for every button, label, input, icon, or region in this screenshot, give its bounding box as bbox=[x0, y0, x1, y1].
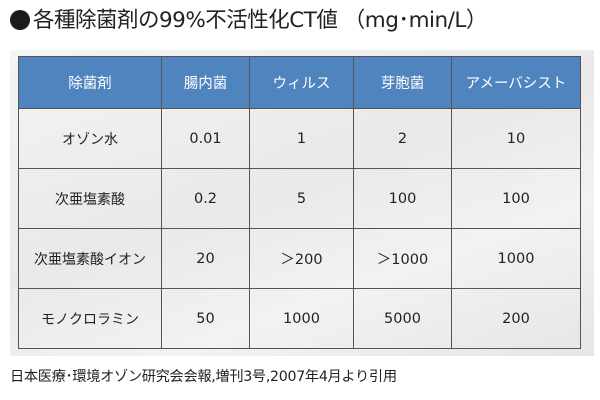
header-enteric-bacteria: 腸内菌 bbox=[161, 56, 250, 109]
table-row: 次亜塩素酸 0.2 5 100 100 bbox=[18, 168, 581, 229]
cell-value: 50 bbox=[161, 288, 250, 349]
cell-value: 1000 bbox=[249, 288, 354, 349]
cell-value: 200 bbox=[451, 288, 581, 349]
header-virus: ウィルス bbox=[249, 56, 354, 109]
cell-value: 100 bbox=[451, 168, 581, 229]
cell-value: 5 bbox=[249, 168, 354, 229]
cell-value: 1000 bbox=[451, 228, 581, 289]
header-spore-bacteria: 芽胞菌 bbox=[353, 56, 452, 109]
cell-value: ＞200 bbox=[249, 228, 354, 289]
cell-value: 10 bbox=[451, 108, 581, 169]
bullet-icon bbox=[10, 10, 30, 30]
cell-disinfectant: オゾン水 bbox=[18, 108, 162, 169]
cell-disinfectant: モノクロラミン bbox=[18, 288, 162, 349]
title-text: 各種除菌剤の99%不活性化CT値 （mg･min/L） bbox=[33, 8, 487, 33]
source-citation: 日本医療･環境オゾン研究会会報,増刊3号,2007年4月より引用 bbox=[10, 369, 397, 385]
cell-value: 5000 bbox=[353, 288, 452, 349]
cell-disinfectant: 次亜塩素酸イオン bbox=[18, 228, 162, 289]
ct-value-table: 除菌剤 腸内菌 ウィルス 芽胞菌 アメーバシスト オゾン水 0.01 1 2 1… bbox=[18, 56, 581, 349]
table-row: オゾン水 0.01 1 2 10 bbox=[18, 108, 581, 169]
cell-value: 100 bbox=[353, 168, 452, 229]
page-title: 各種除菌剤の99%不活性化CT値 （mg･min/L） bbox=[10, 4, 595, 38]
cell-value: 2 bbox=[353, 108, 452, 169]
cell-disinfectant: 次亜塩素酸 bbox=[18, 168, 162, 229]
table-header-row: 除菌剤 腸内菌 ウィルス 芽胞菌 アメーバシスト bbox=[18, 56, 581, 109]
table-row: 次亜塩素酸イオン 20 ＞200 ＞1000 1000 bbox=[18, 228, 581, 289]
cell-value: 0.01 bbox=[161, 108, 250, 169]
cell-value: 0.2 bbox=[161, 168, 250, 229]
header-disinfectant: 除菌剤 bbox=[18, 56, 162, 109]
cell-value: 20 bbox=[161, 228, 250, 289]
cell-value: 1 bbox=[249, 108, 354, 169]
table-row: モノクロラミン 50 1000 5000 200 bbox=[18, 288, 581, 349]
cell-value: ＞1000 bbox=[353, 228, 452, 289]
header-amoeba-cyst: アメーバシスト bbox=[451, 56, 581, 109]
